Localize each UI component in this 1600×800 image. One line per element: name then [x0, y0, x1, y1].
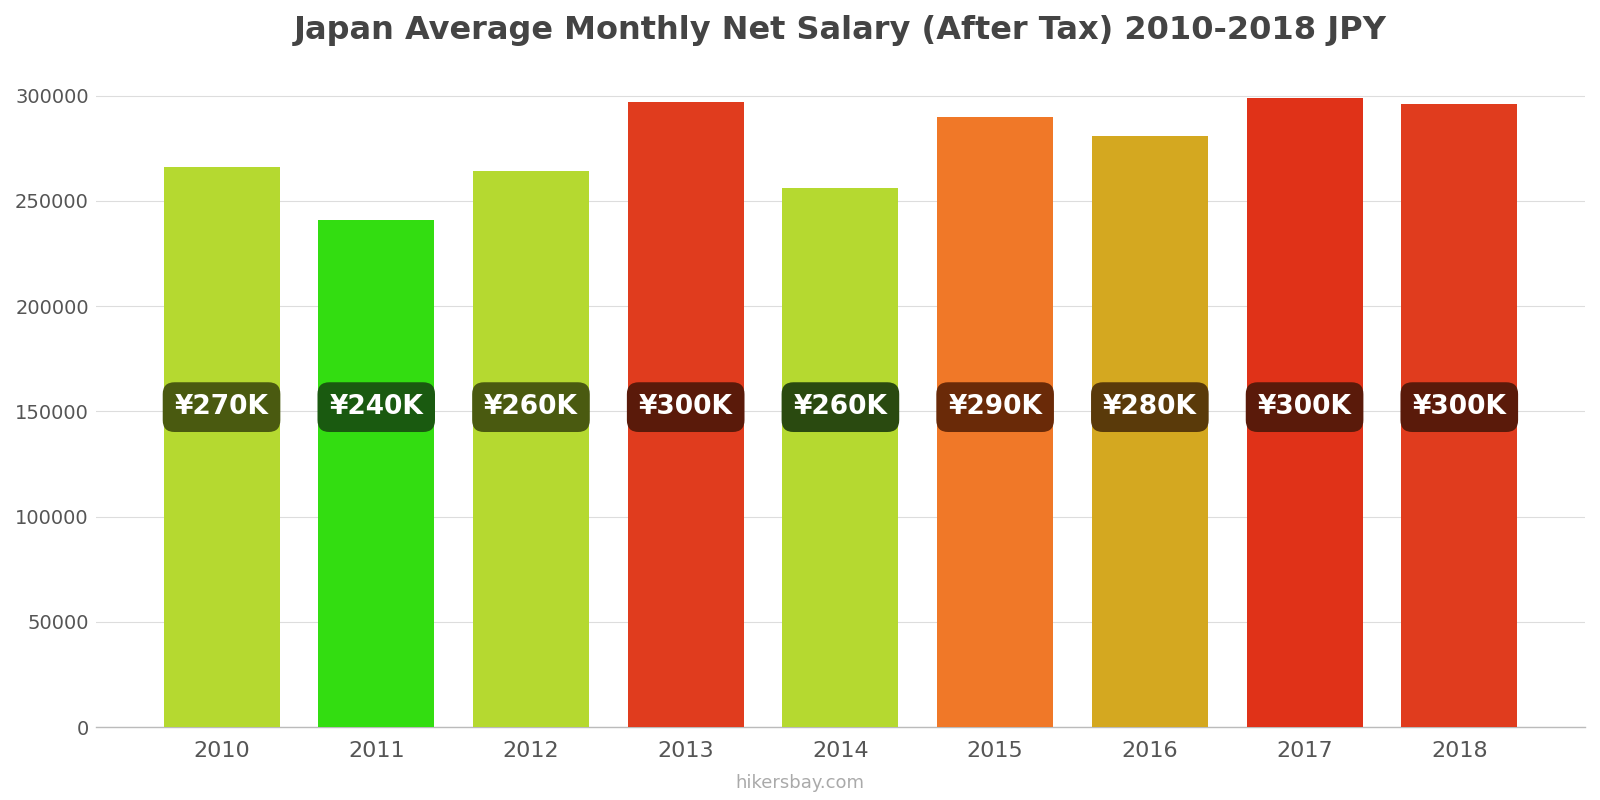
Text: ¥300K: ¥300K [638, 394, 733, 420]
Bar [163, 167, 280, 727]
Text: ¥260K: ¥260K [794, 394, 888, 420]
Bar [1246, 98, 1363, 727]
Bar [318, 220, 434, 727]
Title: Japan Average Monthly Net Salary (After Tax) 2010-2018 JPY: Japan Average Monthly Net Salary (After … [294, 15, 1387, 46]
Bar [1402, 104, 1517, 727]
Text: hikersbay.com: hikersbay.com [736, 774, 864, 792]
Text: ¥280K: ¥280K [1102, 394, 1197, 420]
Bar [1091, 135, 1208, 727]
Bar [782, 188, 899, 727]
Bar [474, 171, 589, 727]
Text: ¥290K: ¥290K [949, 394, 1042, 420]
Text: ¥270K: ¥270K [174, 394, 269, 420]
Bar [938, 117, 1053, 727]
Text: ¥300K: ¥300K [1258, 394, 1352, 420]
Text: ¥240K: ¥240K [330, 394, 422, 420]
Text: ¥260K: ¥260K [485, 394, 578, 420]
Bar [627, 102, 744, 727]
Text: ¥300K: ¥300K [1413, 394, 1506, 420]
